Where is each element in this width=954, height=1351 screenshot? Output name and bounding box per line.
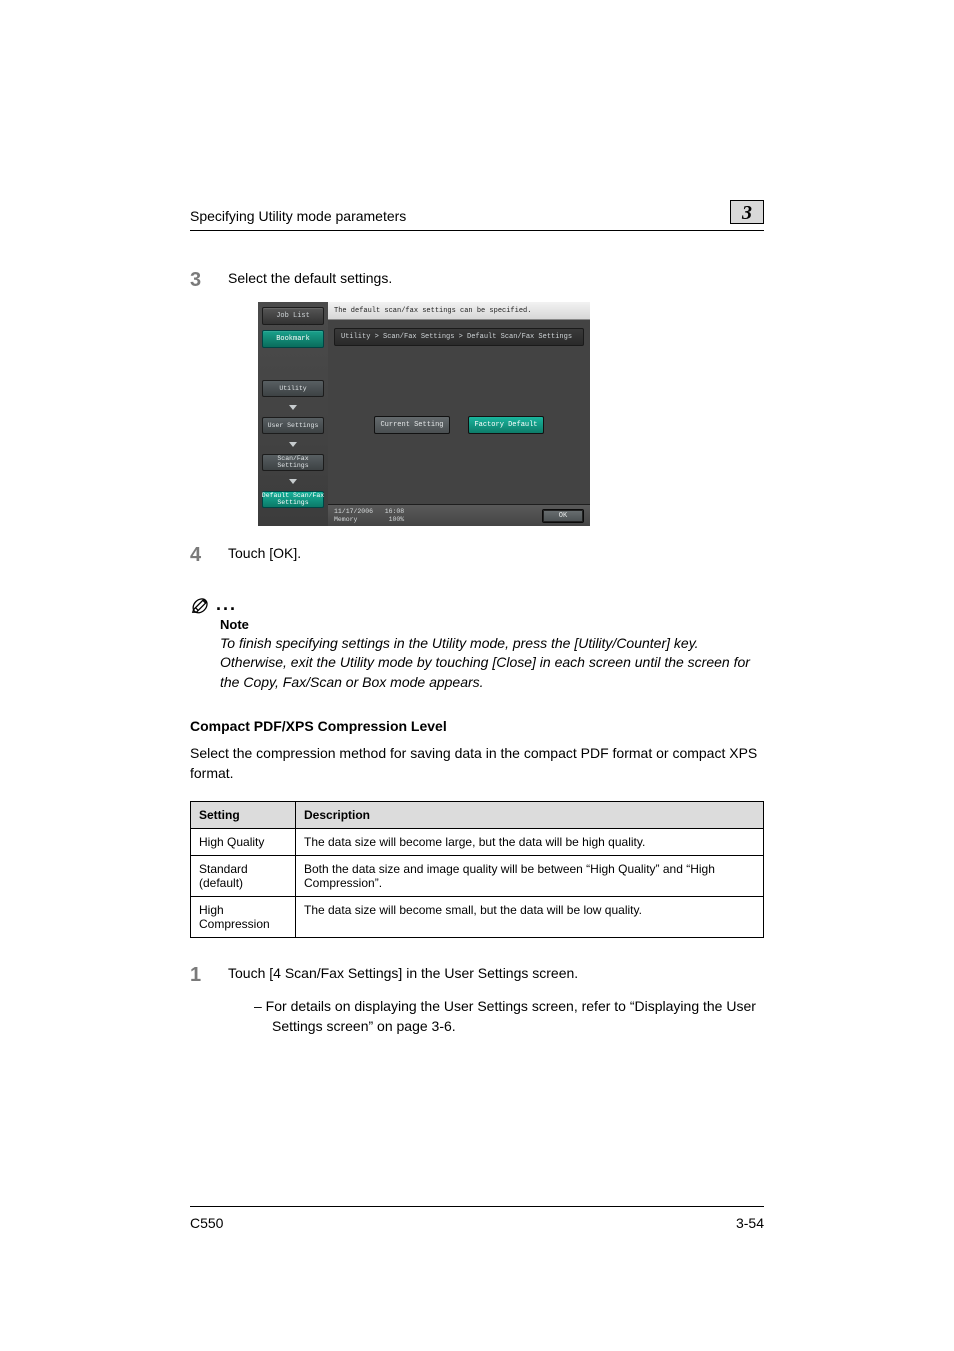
crumb-arrow-icon xyxy=(262,439,324,449)
table-cell-description: The data size will become small, but the… xyxy=(296,897,764,938)
table-row: High Quality The data size will become l… xyxy=(191,829,764,856)
table-cell-description: Both the data size and image quality wil… xyxy=(296,856,764,897)
panel-body: Current Setting Factory Default xyxy=(328,346,590,504)
bookmark-button[interactable]: Bookmark xyxy=(262,330,324,348)
step-3: 3 Select the default settings. xyxy=(190,269,764,290)
ok-button[interactable]: OK xyxy=(542,509,584,523)
note-block: ... Note To finish specifying settings i… xyxy=(190,593,764,692)
crumb-default-scan-fax[interactable]: Default Scan/Fax Settings xyxy=(262,491,324,508)
step-1-sub: – For details on displaying the User Set… xyxy=(254,997,764,1036)
table-header-setting: Setting xyxy=(191,802,296,829)
running-title: Specifying Utility mode parameters xyxy=(190,208,406,224)
table-row: High Compression The data size will beco… xyxy=(191,897,764,938)
table-header-description: Description xyxy=(296,802,764,829)
note-text: To finish specifying settings in the Uti… xyxy=(220,634,764,692)
step-3-text: Select the default settings. xyxy=(228,269,392,290)
job-list-button[interactable]: Job List xyxy=(262,307,324,325)
step-4-number: 4 xyxy=(190,544,206,565)
step-3-number: 3 xyxy=(190,269,206,290)
running-header: Specifying Utility mode parameters 3 xyxy=(190,200,764,231)
step-1-number: 1 xyxy=(190,964,206,985)
compression-settings-table: Setting Description High Quality The dat… xyxy=(190,801,764,938)
panel-top-message: The default scan/fax settings can be spe… xyxy=(328,302,590,320)
footer-left: C550 xyxy=(190,1215,223,1231)
page-footer: C550 3-54 xyxy=(190,1206,764,1231)
table-cell-setting: High Quality xyxy=(191,829,296,856)
current-setting-button[interactable]: Current Setting xyxy=(374,416,450,434)
table-row: Standard (default) Both the data size an… xyxy=(191,856,764,897)
table-cell-description: The data size will become large, but the… xyxy=(296,829,764,856)
section-intro: Select the compression method for saving… xyxy=(190,744,764,783)
panel-breadcrumb-bar: Utility > Scan/Fax Settings > Default Sc… xyxy=(334,328,584,346)
crumb-scan-fax[interactable]: Scan/Fax Settings xyxy=(262,454,324,471)
panel-left-column: Job List Bookmark Utility User Settings … xyxy=(258,302,328,526)
chapter-number: 3 xyxy=(742,202,752,224)
footer-right: 3-54 xyxy=(736,1215,764,1231)
device-panel-screenshot: Job List Bookmark Utility User Settings … xyxy=(258,302,590,526)
crumb-arrow-icon xyxy=(262,476,324,486)
page: Specifying Utility mode parameters 3 3 S… xyxy=(0,0,954,1351)
note-icon-row: ... xyxy=(190,593,764,615)
panel-left-spacer xyxy=(262,353,324,375)
panel-status-text: 11/17/2006 16:08 Memory 100% xyxy=(334,508,404,522)
panel-right-area: The default scan/fax settings can be spe… xyxy=(328,302,590,526)
factory-default-button[interactable]: Factory Default xyxy=(468,416,544,434)
device-panel: Job List Bookmark Utility User Settings … xyxy=(258,302,590,526)
note-dots-icon: ... xyxy=(216,594,237,615)
chapter-number-box: 3 xyxy=(730,200,764,224)
table-cell-setting: Standard (default) xyxy=(191,856,296,897)
crumb-arrow-icon xyxy=(262,402,324,412)
step-4-text: Touch [OK]. xyxy=(228,544,301,565)
note-label: Note xyxy=(220,617,764,632)
step-1-text: Touch [4 Scan/Fax Settings] in the User … xyxy=(228,964,578,985)
step-4: 4 Touch [OK]. xyxy=(190,544,764,565)
step-1: 1 Touch [4 Scan/Fax Settings] in the Use… xyxy=(190,964,764,985)
crumb-utility[interactable]: Utility xyxy=(262,380,324,397)
table-header-row: Setting Description xyxy=(191,802,764,829)
note-pencil-icon xyxy=(190,593,212,615)
section-heading: Compact PDF/XPS Compression Level xyxy=(190,718,764,734)
panel-status-bar: 11/17/2006 16:08 Memory 100% OK xyxy=(328,504,590,526)
crumb-user-settings[interactable]: User Settings xyxy=(262,417,324,434)
table-cell-setting: High Compression xyxy=(191,897,296,938)
